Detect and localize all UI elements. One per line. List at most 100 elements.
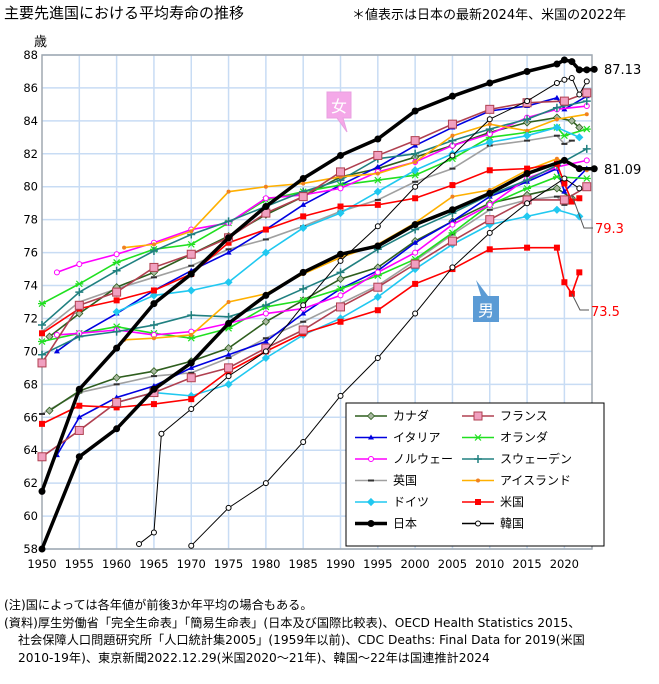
- data-point-circle: [300, 438, 307, 445]
- data-point-dot: [560, 56, 568, 64]
- data-point-dot: [560, 156, 568, 164]
- x-tick-label: 2010: [475, 557, 504, 571]
- data-point-square: [262, 226, 269, 233]
- data-point-circle: [136, 541, 143, 548]
- data-point-asterisk: [187, 334, 196, 342]
- data-point-square: [150, 287, 157, 294]
- data-point-plus: [261, 301, 270, 310]
- data-point-triangle: [53, 348, 60, 354]
- legend-item: イタリア: [355, 431, 441, 445]
- data-point-diamond: [373, 292, 382, 302]
- x-tick-label: 1985: [289, 557, 318, 571]
- data-point-plus: [75, 332, 84, 341]
- legend-label: イタリア: [393, 431, 441, 445]
- data-point-square: [74, 425, 84, 435]
- data-point-square: [447, 236, 457, 246]
- data-point-square: [559, 96, 569, 106]
- y-tick-label: 62: [23, 476, 38, 490]
- data-point-square: [186, 249, 196, 259]
- data-point-plus: [224, 217, 233, 226]
- data-point-square: [582, 88, 592, 98]
- x-tick-label: 1995: [363, 557, 392, 571]
- data-point-dot: [583, 66, 591, 74]
- data-point-plus: [224, 312, 233, 321]
- value-note: ＊値表示は日本の最新2024年、米国の2022年: [352, 8, 627, 23]
- x-tick-label: 1980: [251, 557, 280, 571]
- data-point-square: [576, 195, 583, 202]
- data-point-diamond: [336, 209, 345, 218]
- legend-label: カナダ: [393, 408, 429, 423]
- data-point-square: [74, 300, 84, 310]
- data-point-circle: [583, 157, 590, 164]
- japan-female-value: 87.13: [604, 63, 641, 78]
- x-tick-label: 1965: [139, 557, 168, 571]
- data-point-dot: [575, 165, 583, 173]
- data-point-diamond: [523, 212, 532, 221]
- data-point-diamond: [523, 131, 532, 140]
- legend-label: スウェーデン: [500, 451, 572, 466]
- data-point-dot: [122, 245, 127, 250]
- data-point-circle: [113, 251, 120, 258]
- series-line: [41, 246, 581, 425]
- data-point-diamond: [224, 344, 233, 353]
- data-point-square: [473, 411, 483, 421]
- data-point-plus: [149, 246, 158, 255]
- y-axis-label: 歳: [34, 35, 47, 50]
- data-point-plus: [149, 321, 158, 330]
- data-point-square: [298, 192, 308, 202]
- data-point-asterisk: [336, 285, 345, 293]
- data-point-asterisk: [112, 259, 121, 266]
- series-female: [38, 56, 598, 495]
- data-point-triangle: [374, 163, 381, 169]
- data-point-square: [412, 280, 419, 287]
- data-point-plus: [582, 97, 591, 106]
- plot-border: [41, 54, 593, 550]
- series-male: [38, 156, 598, 553]
- data-point-dot: [225, 234, 233, 242]
- x-tick-label: 1975: [214, 557, 243, 571]
- data-point-circle: [368, 456, 374, 462]
- data-point-dot: [411, 221, 419, 229]
- data-point-square: [337, 203, 344, 210]
- data-point-diamond: [261, 353, 270, 363]
- x-tick-label: 2015: [512, 557, 541, 571]
- data-point-circle: [576, 185, 583, 192]
- legend-item: スウェーデン: [462, 451, 572, 466]
- data-point-dot: [262, 291, 270, 299]
- data-point-plus: [582, 144, 591, 153]
- data-point-square: [225, 239, 232, 246]
- legend-item: 韓国: [462, 517, 524, 531]
- japan-male-value: 81.09: [604, 163, 641, 178]
- data-point-dot: [486, 189, 494, 197]
- legend-item: ドイツ: [355, 495, 429, 509]
- data-point-diamond: [575, 133, 584, 142]
- data-point-circle: [568, 75, 575, 82]
- y-tick-label: 58: [23, 542, 38, 556]
- footnote-source: (資料)厚生労働省「完全生命表」「簡易生命表」(日本及び国際比較表)、OECD …: [4, 615, 581, 630]
- legend-item: 英国: [355, 474, 417, 488]
- x-tick-label: 2000: [400, 557, 429, 571]
- data-point-diamond: [261, 317, 270, 326]
- x-tick-label: 1955: [65, 557, 94, 571]
- data-point-diamond: [45, 406, 54, 415]
- data-point-dot: [263, 184, 268, 189]
- data-point-diamond: [187, 286, 196, 295]
- data-point-square: [475, 499, 481, 505]
- data-point-dot: [187, 270, 195, 278]
- data-point-square: [76, 402, 83, 409]
- legend-item: 米国: [462, 495, 524, 509]
- footnotes: (注)国によっては各年値が前後3か年平均の場合もある。 (資料)厚生労働省「完全…: [4, 597, 585, 667]
- data-point-dot: [413, 160, 418, 165]
- data-point-square: [150, 401, 157, 408]
- data-point-circle: [412, 249, 419, 256]
- data-point-square: [559, 195, 569, 205]
- data-point-circle: [262, 480, 269, 487]
- data-point-circle: [486, 201, 493, 208]
- data-point-diamond: [261, 248, 270, 257]
- data-point-circle: [412, 310, 419, 317]
- data-point-plus: [38, 321, 46, 330]
- data-point-circle: [188, 542, 195, 549]
- data-point-dot: [189, 332, 194, 337]
- data-point-dot: [476, 478, 480, 483]
